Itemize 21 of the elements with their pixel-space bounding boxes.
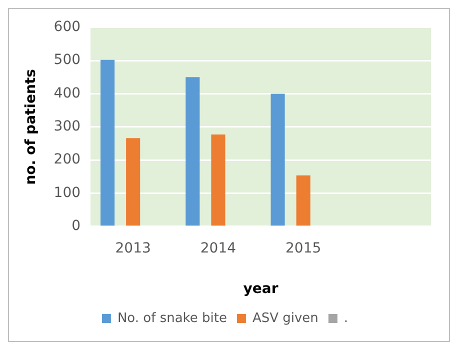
bar — [186, 77, 200, 226]
y-axis-title: no. of patients — [23, 68, 40, 185]
y-tick-label: 400 — [54, 85, 81, 102]
x-tick-label: 2014 — [200, 240, 236, 256]
bar — [100, 60, 115, 226]
bar — [270, 94, 285, 226]
y-tick-label: 200 — [54, 152, 81, 168]
x-axis-title: year — [243, 281, 278, 298]
bar — [126, 138, 140, 226]
bar — [296, 175, 310, 226]
y-tick-label: 0 — [72, 218, 81, 234]
legend-label: No. of snake bite — [117, 310, 227, 326]
y-tick-label: 600 — [54, 19, 81, 36]
bar — [211, 134, 226, 226]
y-tick-label: 500 — [54, 52, 81, 68]
y-tick-label: 100 — [54, 184, 81, 201]
x-tick-label: 2013 — [115, 240, 151, 256]
x-tick-label: 2015 — [286, 240, 322, 256]
y-tick-label: 300 — [54, 118, 81, 135]
legend-label: ASV given — [252, 310, 318, 326]
legend-label: . — [344, 310, 348, 326]
